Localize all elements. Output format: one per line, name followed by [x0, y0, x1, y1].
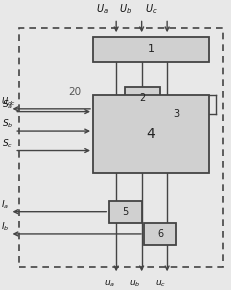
Text: $\boldsymbol{U_c}$: $\boldsymbol{U_c}$: [144, 2, 157, 16]
Text: $\boldsymbol{S_a}$: $\boldsymbol{S_a}$: [2, 98, 13, 111]
Bar: [162, 103, 189, 126]
Text: $\boldsymbol{I_a}$: $\boldsymbol{I_a}$: [1, 198, 10, 211]
Text: $\boldsymbol{U_a}$: $\boldsymbol{U_a}$: [95, 2, 108, 16]
Text: $\boldsymbol{S_c}$: $\boldsymbol{S_c}$: [2, 137, 13, 150]
Text: 20: 20: [68, 87, 81, 97]
Text: $\boldsymbol{I_b}$: $\boldsymbol{I_b}$: [1, 221, 10, 233]
Bar: [109, 201, 141, 223]
Text: $\boldsymbol{U_b}$: $\boldsymbol{U_b}$: [118, 2, 131, 16]
Text: 6: 6: [156, 229, 163, 239]
Text: 1: 1: [147, 44, 154, 54]
Text: $\boldsymbol{U_{dc}}$: $\boldsymbol{U_{dc}}$: [1, 96, 16, 108]
Bar: [143, 223, 176, 245]
Text: $\boldsymbol{u_b}$: $\boldsymbol{u_b}$: [128, 278, 140, 289]
Bar: [19, 28, 222, 267]
Text: 2: 2: [139, 93, 145, 103]
Bar: [125, 87, 159, 109]
Text: 5: 5: [122, 207, 128, 217]
Text: 3: 3: [173, 109, 179, 119]
Text: $\boldsymbol{u_a}$: $\boldsymbol{u_a}$: [103, 278, 114, 289]
Bar: [93, 37, 208, 61]
Text: $\boldsymbol{S_b}$: $\boldsymbol{S_b}$: [2, 118, 13, 130]
Text: 4: 4: [146, 127, 155, 141]
Bar: [93, 95, 208, 173]
Text: $\boldsymbol{u_c}$: $\boldsymbol{u_c}$: [154, 278, 165, 289]
